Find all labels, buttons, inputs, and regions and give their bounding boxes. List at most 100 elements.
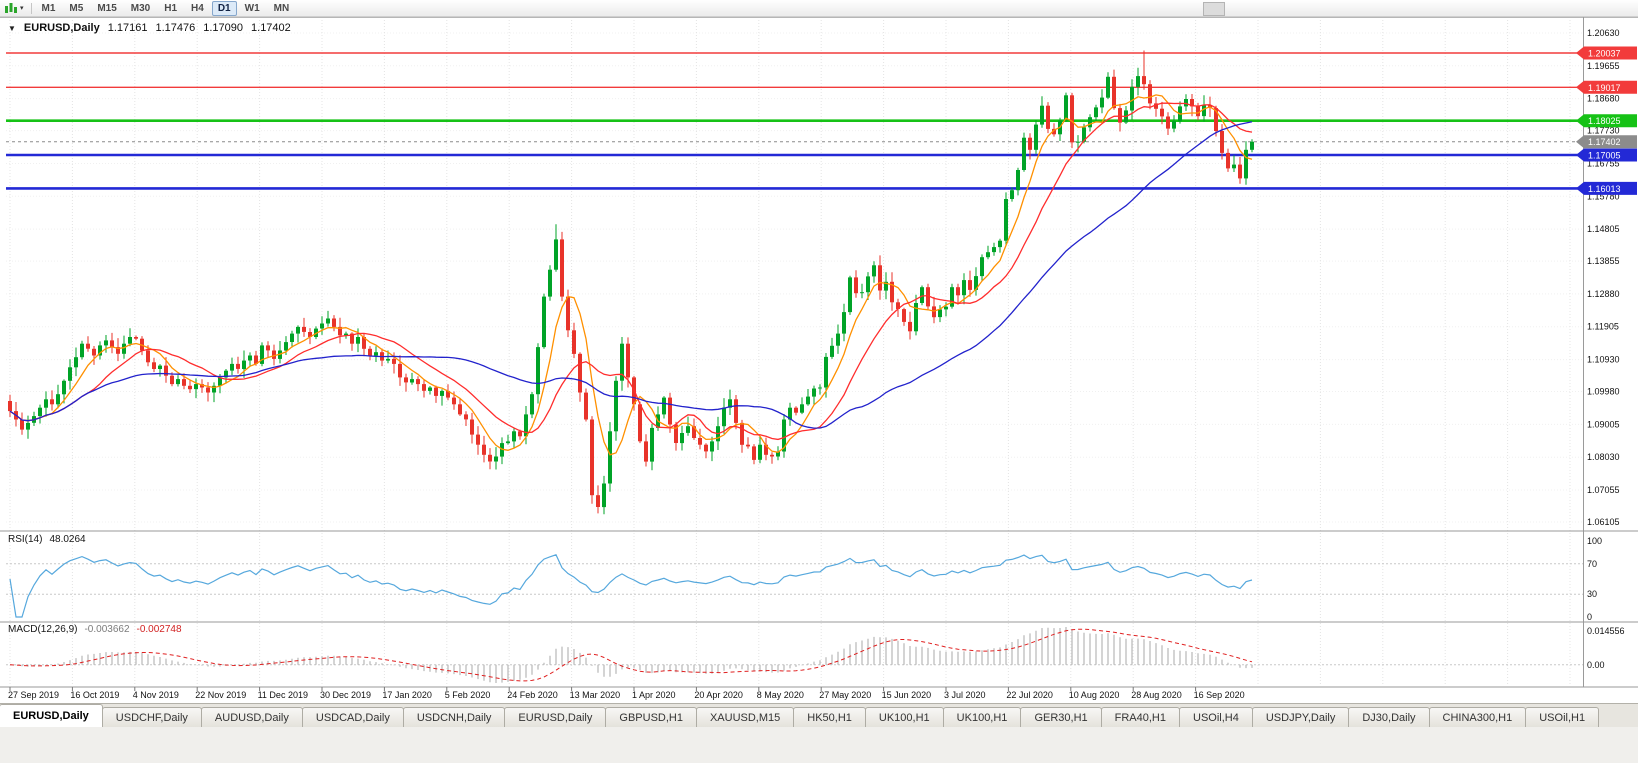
svg-text:1.20037: 1.20037 (1588, 49, 1621, 59)
svg-text:1.09005: 1.09005 (1587, 419, 1620, 429)
svg-text:15 Jun 2020: 15 Jun 2020 (882, 690, 932, 700)
svg-text:1.11905: 1.11905 (1587, 322, 1619, 332)
svg-text:27 May 2020: 27 May 2020 (819, 690, 871, 700)
rsi-name: RSI(14) (8, 534, 43, 545)
svg-text:10 Aug 2020: 10 Aug 2020 (1069, 690, 1120, 700)
timeframe-button-d1[interactable]: D1 (211, 0, 237, 16)
chart-tab-uk100-h1[interactable]: UK100,H1 (864, 707, 944, 728)
svg-text:1.09980: 1.09980 (1587, 387, 1620, 397)
mini-candles-icon (5, 3, 17, 13)
price-badge-1.16013: 1.16013 (1576, 181, 1637, 195)
svg-text:0: 0 (1587, 612, 1592, 622)
macd-axis-zero-label: 0.00 (1587, 660, 1605, 670)
chart-canvas[interactable]: 0.014556 0.00 1.20630 1.19655 1.18680 1.17730… (0, 17, 1638, 703)
ohlc-high: 1.17476 (155, 22, 196, 34)
svg-text:1.14805: 1.14805 (1587, 224, 1620, 234)
svg-text:30: 30 (1587, 589, 1597, 599)
svg-text:27 Sep 2019: 27 Sep 2019 (8, 690, 59, 700)
timeframe-button-w1[interactable]: W1 (244, 2, 260, 14)
svg-text:1.18025: 1.18025 (1588, 116, 1621, 126)
bottom-filler (0, 727, 1638, 763)
chart-tab-uk100-h1[interactable]: UK100,H1 (942, 707, 1022, 728)
macd-value-signal: -0.002748 (136, 624, 182, 635)
chart-tab-usoil-h4[interactable]: USOil,H4 (1179, 707, 1253, 728)
timeframe-button-m30[interactable]: M30 (130, 2, 151, 14)
svg-text:1.20630: 1.20630 (1587, 28, 1620, 38)
chart-area[interactable]: 0.014556 0.00 1.20630 1.19655 1.18680 1.17730… (0, 17, 1638, 703)
chart-tab-eurusd-daily[interactable]: EURUSD,Daily (0, 704, 103, 728)
macd-name: MACD(12,26,9) (8, 624, 78, 635)
symbol-info: ▼ EURUSD,Daily 1.17161 1.17476 1.17090 1… (8, 22, 291, 34)
price-badge-1.17402: 1.17402 (1576, 135, 1637, 149)
svg-text:20 Apr 2020: 20 Apr 2020 (694, 690, 743, 700)
chart-tab-fra40-h1[interactable]: FRA40,H1 (1100, 707, 1180, 728)
chart-tab-xauusd-m15[interactable]: XAUUSD,M15 (695, 707, 795, 728)
toolbar-dropdown-icon[interactable]: ▾ (20, 5, 24, 12)
rsi-indicator-label: RSI(14) 48.0264 (8, 534, 86, 545)
rsi-line (9, 554, 1253, 618)
svg-text:16 Sep 2020: 16 Sep 2020 (1194, 690, 1245, 700)
price-badge-1.17005: 1.17005 (1576, 148, 1637, 162)
timeframe-toolbar: ▾ M1 M5 M15 M30 H1 H4 D1 W1 MN (0, 0, 1638, 17)
charts-tab-bar: EURUSD,Daily USDCHF,Daily AUDUSD,Daily USDC… (0, 703, 1638, 728)
svg-text:1.18680: 1.18680 (1587, 94, 1620, 104)
price-badge-1.19017: 1.19017 (1576, 80, 1637, 94)
timeframe-button-m5[interactable]: M5 (69, 2, 84, 14)
chart-tab-gbpusd-h1[interactable]: GBPUSD,H1 (605, 707, 697, 728)
chart-tab-usdcnh-daily[interactable]: USDCNH,Daily (402, 707, 506, 728)
svg-text:1.07055: 1.07055 (1587, 485, 1620, 495)
svg-text:1.17402: 1.17402 (1588, 137, 1621, 147)
svg-text:1.16013: 1.16013 (1588, 184, 1621, 194)
timeframe-button-m15[interactable]: M15 (97, 2, 117, 14)
rsi-value: 48.0264 (49, 534, 86, 545)
price-badge-1.20037: 1.20037 (1576, 46, 1637, 60)
svg-text:1.12880: 1.12880 (1587, 289, 1620, 299)
macd-indicator-label: MACD(12,26,9) -0.003662 -0.002748 (8, 624, 182, 635)
svg-text:30 Dec 2019: 30 Dec 2019 (320, 690, 371, 700)
svg-text:1.06105: 1.06105 (1587, 517, 1620, 527)
timeframe-button-m1[interactable]: M1 (41, 2, 56, 14)
timeframe-button-h4[interactable]: H4 (191, 2, 204, 14)
svg-text:100: 100 (1587, 536, 1602, 546)
svg-text:3 Jul 2020: 3 Jul 2020 (944, 690, 986, 700)
timeframe-button-h1[interactable]: H1 (164, 2, 178, 14)
chart-tab-usdcad-daily[interactable]: USDCAD,Daily (301, 707, 404, 728)
svg-text:4 Nov 2019: 4 Nov 2019 (133, 690, 179, 700)
svg-text:22 Nov 2019: 22 Nov 2019 (195, 690, 246, 700)
timeframe-button-mn[interactable]: MN (273, 2, 290, 14)
chart-tab-eurusd-daily[interactable]: EURUSD,Daily (504, 707, 607, 728)
chart-tab-ger30-h1[interactable]: GER30,H1 (1020, 707, 1102, 728)
svg-text:1.19655: 1.19655 (1587, 61, 1620, 71)
svg-text:24 Feb 2020: 24 Feb 2020 (507, 690, 558, 700)
charts-toolbar-icon[interactable] (4, 2, 18, 14)
price-badge-1.18025: 1.18025 (1576, 114, 1637, 128)
chart-tab-usoil-h1[interactable]: USOil,H1 (1525, 707, 1600, 728)
toolbar-separator (30, 2, 32, 14)
svg-text:17 Jan 2020: 17 Jan 2020 (382, 690, 432, 700)
chart-tab-usdchf-daily[interactable]: USDCHF,Daily (101, 707, 202, 728)
ohlc-close: 1.17402 (251, 22, 291, 34)
chart-tab-usdjpy-daily[interactable]: USDJPY,Daily (1251, 707, 1350, 728)
svg-text:1.17005: 1.17005 (1588, 151, 1621, 161)
svg-text:1.15780: 1.15780 (1587, 191, 1620, 201)
svg-text:1.17730: 1.17730 (1587, 126, 1620, 136)
svg-text:1.16755: 1.16755 (1587, 159, 1620, 169)
chart-dropdown-icon[interactable]: ▼ (8, 23, 16, 33)
svg-text:1.19017: 1.19017 (1588, 83, 1621, 93)
svg-text:70: 70 (1587, 559, 1597, 569)
chart-tab-audusd-daily[interactable]: AUDUSD,Daily (200, 707, 303, 728)
svg-text:8 May 2020: 8 May 2020 (757, 690, 804, 700)
svg-text:1 Apr 2020: 1 Apr 2020 (632, 690, 676, 700)
ohlc-open: 1.17161 (107, 22, 148, 34)
symbol-period-label: EURUSD,Daily (23, 22, 100, 34)
chart-tab-dj30-daily[interactable]: DJ30,Daily (1348, 707, 1430, 728)
svg-text:11 Dec 2019: 11 Dec 2019 (258, 690, 308, 700)
chart-tab-china300-h1[interactable]: CHINA300,H1 (1428, 707, 1527, 728)
chart-tab-hk50-h1[interactable]: HK50,H1 (793, 707, 866, 728)
svg-text:1.10930: 1.10930 (1587, 355, 1620, 365)
svg-text:13 Mar 2020: 13 Mar 2020 (570, 690, 621, 700)
svg-text:22 Jul 2020: 22 Jul 2020 (1006, 690, 1053, 700)
macd-signal-line (9, 628, 1253, 682)
toolbar-handle[interactable] (1203, 2, 1225, 16)
